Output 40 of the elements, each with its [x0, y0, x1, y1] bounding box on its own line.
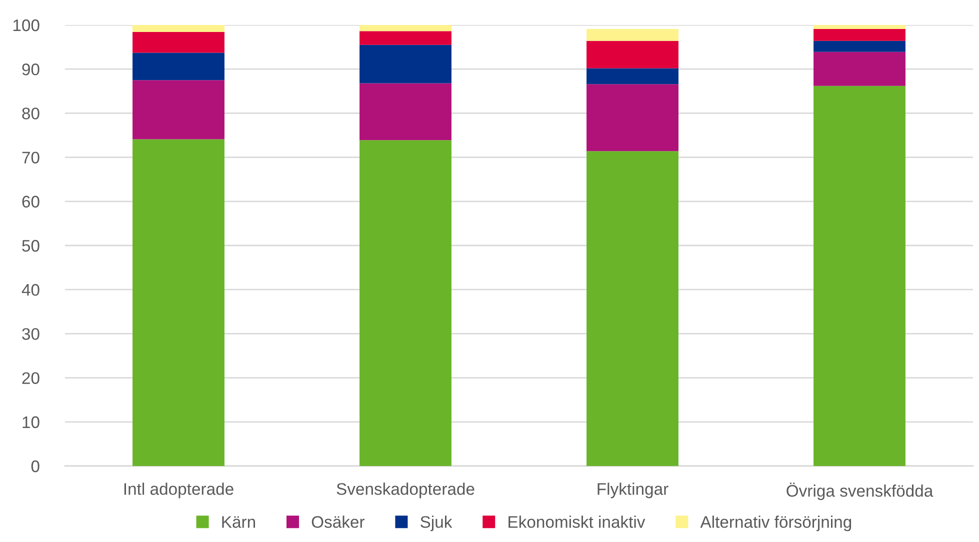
bar: [360, 31, 452, 45]
bar: [360, 44, 452, 84]
bar: [586, 40, 678, 68]
y-tick-label: 30: [22, 328, 40, 340]
bar: [814, 86, 906, 466]
bar: [132, 80, 224, 140]
bar: [814, 52, 906, 86]
legend-label: Kärn: [222, 516, 255, 528]
y-tick-label: 20: [22, 372, 40, 384]
bar: [814, 25, 906, 29]
bar: [132, 25, 224, 32]
y-tick-label: 80: [22, 108, 40, 120]
y-tick-label: 70: [22, 152, 40, 164]
bar: [360, 25, 452, 32]
bar: [586, 68, 678, 84]
x-tick-label: Flyktingar: [598, 482, 668, 498]
bar: [814, 28, 906, 41]
legend-label: Osäker: [312, 516, 365, 528]
bar: [586, 84, 678, 152]
bar: [586, 151, 678, 466]
bar: [132, 139, 224, 466]
x-tick-label: Svenskadopterade: [336, 482, 474, 498]
x-tick-label: Övriga svenskfödda: [786, 482, 934, 500]
bar: [360, 140, 452, 466]
y-tick-label: 100: [13, 19, 40, 32]
bar: [132, 32, 224, 53]
bar: [360, 83, 452, 140]
y-tick-label: 50: [22, 240, 40, 252]
bar: [132, 52, 224, 80]
y-tick-label: 40: [22, 284, 40, 296]
bar: [586, 28, 678, 41]
y-tick-label: 60: [22, 196, 40, 208]
legend-label: Ekonomiskt inaktiv: [508, 516, 646, 528]
y-tick-label: 0: [31, 460, 40, 472]
legend-label: Sjuk: [420, 516, 452, 532]
y-tick-label: 10: [22, 416, 40, 428]
legend-label: Alternativ försörjning: [700, 516, 852, 532]
x-tick-label: Intl adopterade: [124, 482, 234, 498]
bar: [814, 40, 906, 52]
y-tick-label: 90: [22, 64, 40, 76]
